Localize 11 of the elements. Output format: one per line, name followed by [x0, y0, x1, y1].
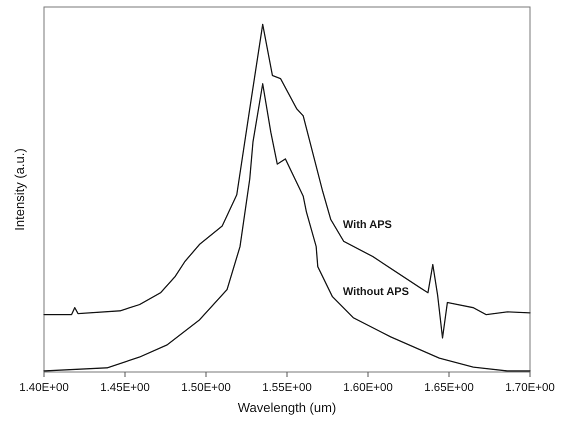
x-tick-label: 1.55E+00: [262, 382, 312, 394]
x-tick-label: 1.50E+00: [181, 382, 231, 394]
series-label: With APS: [342, 218, 392, 231]
y-axis-title: Intensity (a.u.): [12, 148, 27, 231]
x-tick-label: 1.60E+00: [343, 382, 393, 394]
x-tick-label: 1.70E+00: [505, 382, 555, 394]
series-label: Without APS: [342, 286, 409, 298]
x-tick-label: 1.40E+00: [19, 382, 69, 394]
x-tick-label: 1.45E+00: [100, 382, 150, 394]
x-tick-label: 1.65E+00: [424, 382, 474, 394]
x-axis-title: Wavelength (um): [238, 400, 336, 415]
